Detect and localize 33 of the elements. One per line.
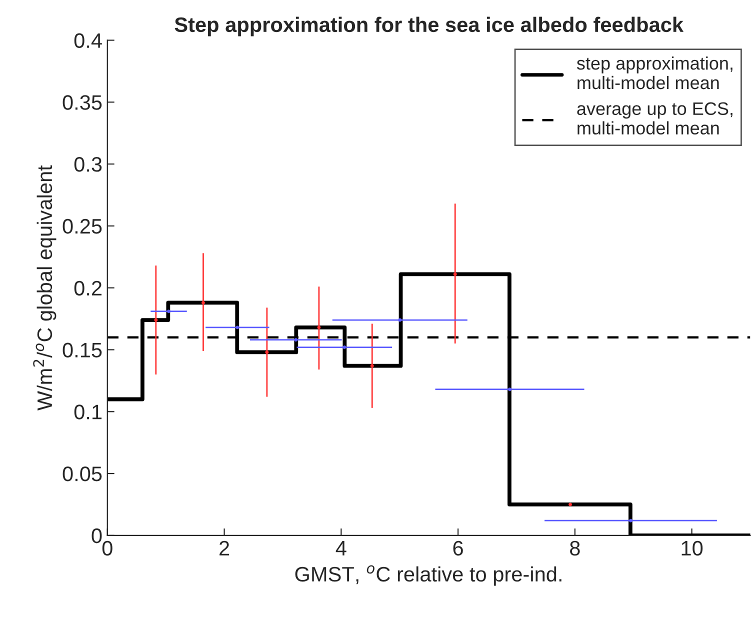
point [167,310,170,314]
y-tick-label: 0.15 [62,342,102,358]
y-tick-label: 0.35 [62,95,102,110]
legend-label: average up to ECS, multi-model mean [577,102,732,134]
point [202,300,205,304]
y-axis-title: W/m$^{2}$/$^{o}$C global equivalent [33,165,56,411]
x-tick-label: 0 [102,540,112,556]
point [236,326,240,330]
x-tick-label: 6 [453,540,463,556]
point [508,388,512,392]
y-tick-label: 0 [92,528,102,544]
x-tick-label: 4 [336,541,346,556]
point [294,338,298,342]
x-tick-label: 2 [220,540,230,556]
y-tick-label: 0.25 [62,218,102,234]
chart-title: Step approximation for the sea ice albedo feedback [174,16,684,36]
point [154,318,158,322]
y-tick-label: 0.4 [74,33,102,48]
point [629,518,632,522]
x-axis-title: GMST, $^{o}$C relative to pre-ind. [295,565,562,586]
point [342,346,346,349]
y-tick-label: 0.05 [62,466,102,482]
point [370,364,374,368]
y-tick-label: 0.1 [74,404,102,420]
x-tick-label: 10 [682,540,703,556]
point [265,350,269,354]
x-tick-label: 8 [570,540,580,556]
legend-label: step approximation, multi-model mean [576,56,732,90]
point [317,326,321,330]
y-tick-label: 0.2 [74,280,102,296]
point [398,318,402,322]
y-tick-label: 0.3 [74,157,102,172]
point [453,272,457,276]
